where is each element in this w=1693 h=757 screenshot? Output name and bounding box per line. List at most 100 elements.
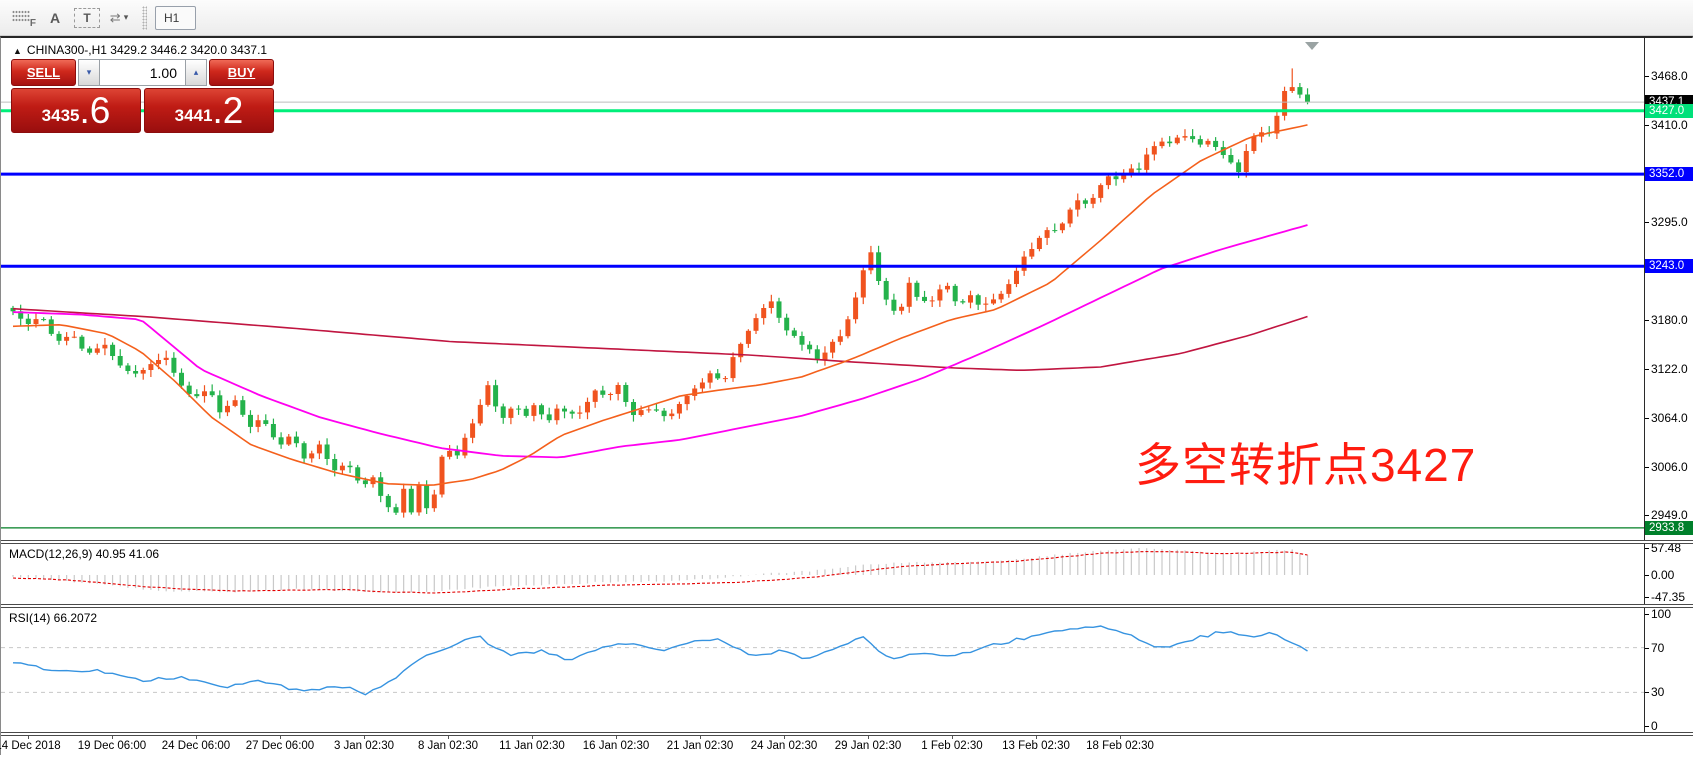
macd-indicator-chart[interactable] bbox=[1, 544, 1644, 604]
rsi-axis-tick bbox=[1645, 648, 1649, 649]
time-axis-label: 1 Feb 02:30 bbox=[921, 740, 983, 752]
macd-axis-tick bbox=[1645, 597, 1649, 598]
rsi-pane-splitter[interactable] bbox=[1, 604, 1693, 608]
text-box-tool-icon[interactable]: T bbox=[74, 7, 100, 28]
sell-button[interactable]: SELL bbox=[11, 59, 76, 86]
rsi-axis-label: 100 bbox=[1651, 607, 1672, 621]
ma-fast-line bbox=[12, 124, 1308, 487]
time-tick bbox=[448, 736, 449, 739]
macd-axis-tick bbox=[1645, 548, 1649, 549]
time-axis-label: 21 Jan 02:30 bbox=[666, 740, 734, 752]
chart-symbol-ohlc: ▲ CHINA300-,H1 3429.2 3446.2 3420.0 3437.… bbox=[13, 43, 267, 57]
sell-price-big: .6 bbox=[79, 90, 111, 131]
time-axis-label: 8 Jan 02:30 bbox=[417, 740, 479, 752]
sell-price-display[interactable]: 3435.6 bbox=[11, 88, 141, 133]
caret-down-icon: ▾ bbox=[86, 67, 92, 77]
time-tick bbox=[364, 736, 365, 739]
timeframe-h1[interactable]: H1 bbox=[155, 5, 197, 30]
rsi-axis-label: 70 bbox=[1651, 641, 1665, 655]
chart-window: 3468.0 3410.0 3295.0 3180.0 3122.0 3064.0 3006… bbox=[0, 36, 1693, 757]
time-tick bbox=[1036, 736, 1037, 739]
price-axis[interactable]: 3468.0 3410.0 3295.0 3180.0 3122.0 3064.0 3006… bbox=[1644, 38, 1693, 736]
price-tick-label: 3468.0 bbox=[1651, 69, 1688, 83]
swap-arrows-icon: ⇄ bbox=[109, 9, 121, 25]
time-axis-label: 19 Dec 06:00 bbox=[77, 740, 147, 752]
rsi-indicator-chart[interactable] bbox=[1, 608, 1644, 732]
rsi-axis-label: 0 bbox=[1651, 719, 1658, 733]
price-tick bbox=[1645, 76, 1649, 77]
symbol-ohlc-text: CHINA300-,H1 3429.2 3446.2 3420.0 3437.1 bbox=[26, 43, 268, 57]
price-tick bbox=[1645, 222, 1649, 223]
time-axis-label: 27 Dec 06:00 bbox=[245, 740, 315, 752]
main-price-chart[interactable] bbox=[1, 40, 1644, 540]
rsi-axis-tick bbox=[1645, 726, 1649, 727]
rsi-axis-label: 30 bbox=[1651, 685, 1665, 699]
time-tick bbox=[112, 736, 113, 739]
price-tick bbox=[1645, 125, 1649, 126]
time-axis[interactable]: 14 Dec 2018 19 Dec 06:00 24 Dec 06:00 27 De… bbox=[0, 736, 1693, 757]
time-axis-splitter bbox=[1, 732, 1693, 736]
rsi-indicator-label: RSI(14) 66.2072 bbox=[9, 611, 98, 625]
time-axis-label: 16 Jan 02:30 bbox=[582, 740, 650, 752]
sell-price-small: 3435 bbox=[41, 106, 80, 125]
time-axis-label: 18 Feb 02:30 bbox=[1086, 740, 1154, 752]
macd-pane-splitter[interactable] bbox=[1, 540, 1693, 544]
text-label-tool-icon[interactable]: A bbox=[49, 9, 61, 26]
one-click-trading-panel: SELL ▾ ▴ BUY 3435.6 3441.2 bbox=[11, 59, 274, 133]
macd-axis-label: 0.00 bbox=[1651, 568, 1675, 582]
price-tick-label: 3006.0 bbox=[1651, 460, 1688, 474]
last-bar-marker-icon bbox=[1305, 42, 1319, 50]
rsi-axis-tick bbox=[1645, 614, 1649, 615]
price-tick bbox=[1645, 320, 1649, 321]
toolbar: F A T ⇄ ▾ M1M5M15M30H1H4D1W1MN bbox=[0, 0, 1693, 121]
ma-slow-line bbox=[12, 307, 1308, 372]
time-tick bbox=[616, 736, 617, 739]
timeframe-m30[interactable]: M30 bbox=[155, 0, 196, 6]
time-tick bbox=[784, 736, 785, 739]
macd-axis-tick bbox=[1645, 575, 1649, 576]
macd-indicator-label: MACD(12,26,9) 40.95 41.06 bbox=[9, 547, 160, 561]
chart-annotation-text: 多空转折点3427 bbox=[1135, 439, 1477, 491]
time-tick bbox=[28, 736, 29, 739]
macd-axis-label: 57.48 bbox=[1651, 541, 1682, 555]
price-tick-label: 3122.0 bbox=[1651, 362, 1688, 376]
collapse-triangle-icon[interactable]: ▲ bbox=[13, 46, 22, 56]
objects-list-tool-icon[interactable]: F bbox=[10, 6, 36, 30]
time-tick bbox=[952, 736, 953, 739]
arrows-tool-icon[interactable]: ⇄ ▾ bbox=[106, 6, 132, 30]
time-tick bbox=[1120, 736, 1121, 739]
time-axis-label: 24 Dec 06:00 bbox=[161, 740, 231, 752]
price-badge-3427-0: 3427.0 bbox=[1645, 104, 1693, 118]
time-axis-label: 11 Jan 02:30 bbox=[499, 740, 565, 752]
price-badge-3243-0: 3243.0 bbox=[1645, 259, 1693, 273]
price-tick bbox=[1645, 515, 1649, 516]
time-axis-label: 13 Feb 02:30 bbox=[1002, 740, 1070, 752]
buy-button[interactable]: BUY bbox=[209, 59, 274, 86]
time-tick bbox=[868, 736, 869, 739]
price-tick-label: 3180.0 bbox=[1651, 313, 1688, 327]
time-tick bbox=[532, 736, 533, 739]
time-axis-label: 14 Dec 2018 bbox=[0, 740, 61, 752]
price-tick-label: 3295.0 bbox=[1651, 215, 1688, 229]
macd-axis-label: -47.35 bbox=[1651, 590, 1686, 604]
rsi-axis-tick bbox=[1645, 692, 1649, 693]
time-axis-label: 3 Jan 02:30 bbox=[333, 740, 395, 752]
price-badge-2933-8: 2933.8 bbox=[1645, 521, 1693, 535]
price-tick bbox=[1645, 369, 1649, 370]
time-tick bbox=[280, 736, 281, 739]
buy-price-big: .2 bbox=[212, 90, 244, 131]
price-tick bbox=[1645, 418, 1649, 419]
time-tick bbox=[700, 736, 701, 739]
toolbar-separator bbox=[142, 5, 147, 30]
time-axis-label: 29 Jan 02:30 bbox=[834, 740, 902, 752]
buy-price-display[interactable]: 3441.2 bbox=[144, 88, 274, 133]
price-tick bbox=[1645, 467, 1649, 468]
volume-input[interactable] bbox=[100, 59, 185, 86]
price-tick-label: 3410.0 bbox=[1651, 118, 1688, 132]
volume-increase-button[interactable]: ▴ bbox=[185, 59, 207, 86]
f-glyph: F bbox=[29, 17, 36, 29]
volume-decrease-button[interactable]: ▾ bbox=[78, 59, 100, 86]
dotted-grid-icon bbox=[12, 9, 30, 22]
buy-price-small: 3441 bbox=[174, 106, 213, 125]
price-tick-label: 3064.0 bbox=[1651, 411, 1688, 425]
